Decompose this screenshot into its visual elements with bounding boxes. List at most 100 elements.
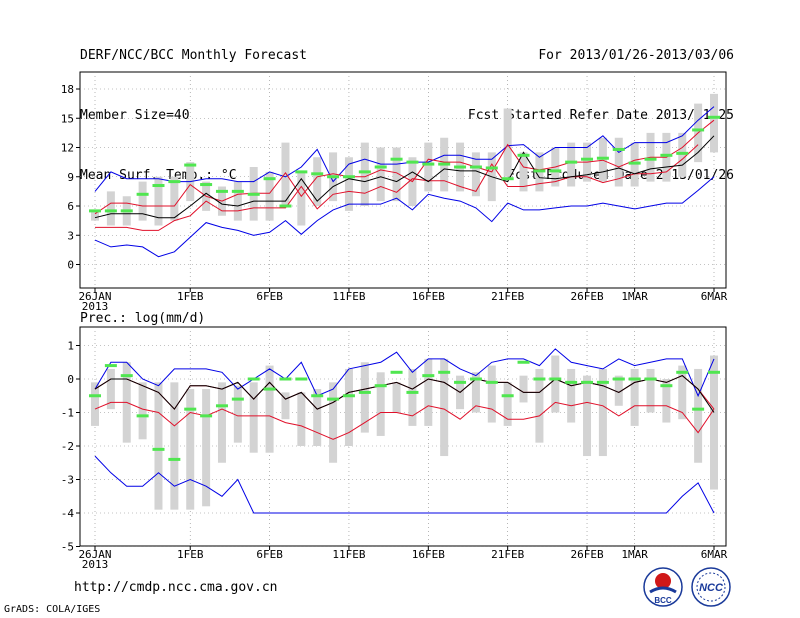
prec-member-box	[519, 375, 528, 403]
prec-observation-marker	[374, 384, 387, 388]
temp-observation-marker	[517, 153, 530, 157]
prec-member-box	[408, 368, 417, 426]
prec-member-box	[360, 362, 369, 433]
prec-observation-marker	[549, 377, 562, 381]
temp-observation-marker	[120, 209, 133, 213]
prec-member-box	[329, 382, 338, 463]
temp-ytick-label: 15	[61, 112, 74, 125]
prec-observation-marker	[120, 374, 133, 378]
prec-ytick-label: -4	[61, 507, 75, 520]
temp-xtick-label: 6MAR	[701, 290, 728, 303]
prec-member-box	[376, 372, 385, 436]
prec-observation-marker	[327, 397, 340, 401]
prec-observation-marker	[136, 414, 149, 418]
prec-xtick-label: 1FEB	[177, 548, 204, 561]
temp-member-box	[313, 157, 322, 206]
temp-observation-marker	[263, 177, 276, 181]
temp-observation-marker	[565, 160, 578, 164]
prec-member-box	[202, 389, 211, 507]
prec-observation-marker	[454, 380, 467, 384]
prec-observation-marker	[279, 377, 292, 381]
temp-observation-marker	[247, 192, 260, 196]
temp-member-box	[138, 181, 147, 221]
prec-observation-marker	[533, 377, 546, 381]
prec-member-box	[694, 368, 703, 463]
prec-member-box	[646, 368, 655, 413]
temp-member-box	[344, 157, 353, 211]
prec-member-box	[583, 375, 592, 457]
prec-xtick-label: 21FEB	[491, 548, 524, 561]
temp-observation-marker	[596, 156, 609, 160]
prec-spread-lower-line	[94, 401, 715, 440]
temp-ytick-label: 9	[67, 171, 74, 184]
temp-observation-marker	[549, 169, 562, 173]
prec-member-box	[678, 365, 687, 420]
source-url[interactable]: http://cmdp.ncc.cma.gov.cn	[74, 580, 278, 595]
prec-xtick-label: 6FEB	[256, 548, 283, 561]
temp-member-box	[91, 210, 99, 221]
prec-xtick-label: 26FEB	[570, 548, 603, 561]
temp-observation-marker	[501, 177, 514, 181]
temp-observation-marker	[581, 157, 594, 161]
temp-ytick-label: 12	[61, 142, 74, 155]
temp-xtick-label: 16FEB	[412, 290, 445, 303]
prec-member-box	[233, 385, 242, 443]
prec-member-box	[471, 372, 480, 413]
temp-observation-marker	[184, 163, 197, 167]
prec-member-box	[535, 368, 544, 443]
temp-member-box	[233, 181, 242, 221]
temp-observation-marker	[485, 166, 498, 170]
temp-member-box	[170, 176, 179, 221]
prec-observation-marker	[485, 380, 498, 384]
prec-panel-title: Prec.: log(mm/d)	[80, 311, 205, 326]
prec-observation-marker	[660, 384, 673, 388]
prec-frame	[79, 326, 727, 547]
temp-xtick-label: 2013	[82, 300, 109, 313]
prec-member-box	[551, 355, 560, 413]
prec-member-box	[630, 368, 639, 426]
temp-observation-marker	[104, 209, 117, 213]
temp-ytick-label: 3	[67, 229, 74, 242]
temp-member-box	[360, 142, 369, 206]
temp-xtick-label: 21FEB	[491, 290, 524, 303]
temp-member-box	[297, 171, 306, 226]
temp-observation-marker	[231, 189, 244, 193]
temp-xtick-label: 1FEB	[177, 290, 204, 303]
prec-observation-marker	[422, 374, 435, 378]
prec-observation-marker	[184, 407, 197, 411]
prec-observation-marker	[231, 397, 244, 401]
temp-observation-marker	[390, 157, 403, 161]
temp-observation-marker	[422, 162, 435, 166]
prec-member-box	[217, 382, 226, 463]
temp-observation-marker	[136, 192, 149, 196]
temp-xtick-label: 1MAR	[621, 290, 648, 303]
forecast-period: For 2013/01/26-2013/03/06	[538, 48, 734, 63]
prec-member-box	[249, 382, 258, 453]
prec-observation-marker	[469, 377, 482, 381]
prec-observation-marker	[390, 370, 403, 374]
prec-observation-marker	[517, 360, 530, 364]
temp-observation-marker	[533, 169, 546, 173]
temp-observation-marker	[89, 209, 101, 213]
prec-member-box	[170, 382, 179, 510]
prec-ytick-label: 0	[67, 373, 74, 386]
temp-member-box	[424, 142, 433, 192]
prec-member-box	[186, 389, 195, 510]
prec-observation-marker	[152, 447, 165, 451]
temp-observation-marker	[152, 184, 165, 188]
temp-observation-marker	[279, 204, 292, 208]
prec-member-box	[710, 355, 718, 490]
temp-observation-marker	[200, 183, 213, 187]
prec-observation-marker	[438, 370, 451, 374]
temp-observation-marker	[311, 172, 324, 176]
prec-member-box	[91, 382, 99, 426]
temp-member-box	[710, 93, 718, 153]
prec-extreme-max-line	[94, 348, 715, 398]
prec-ytick-label: -3	[61, 474, 74, 487]
temp-xtick-label: 26JAN	[78, 290, 111, 303]
temp-observation-marker	[327, 175, 340, 179]
prec-member-box	[614, 375, 623, 406]
prec-xtick-label: 1MAR	[621, 548, 648, 561]
prec-observation-marker	[501, 394, 514, 398]
prec-member-box	[313, 389, 322, 446]
